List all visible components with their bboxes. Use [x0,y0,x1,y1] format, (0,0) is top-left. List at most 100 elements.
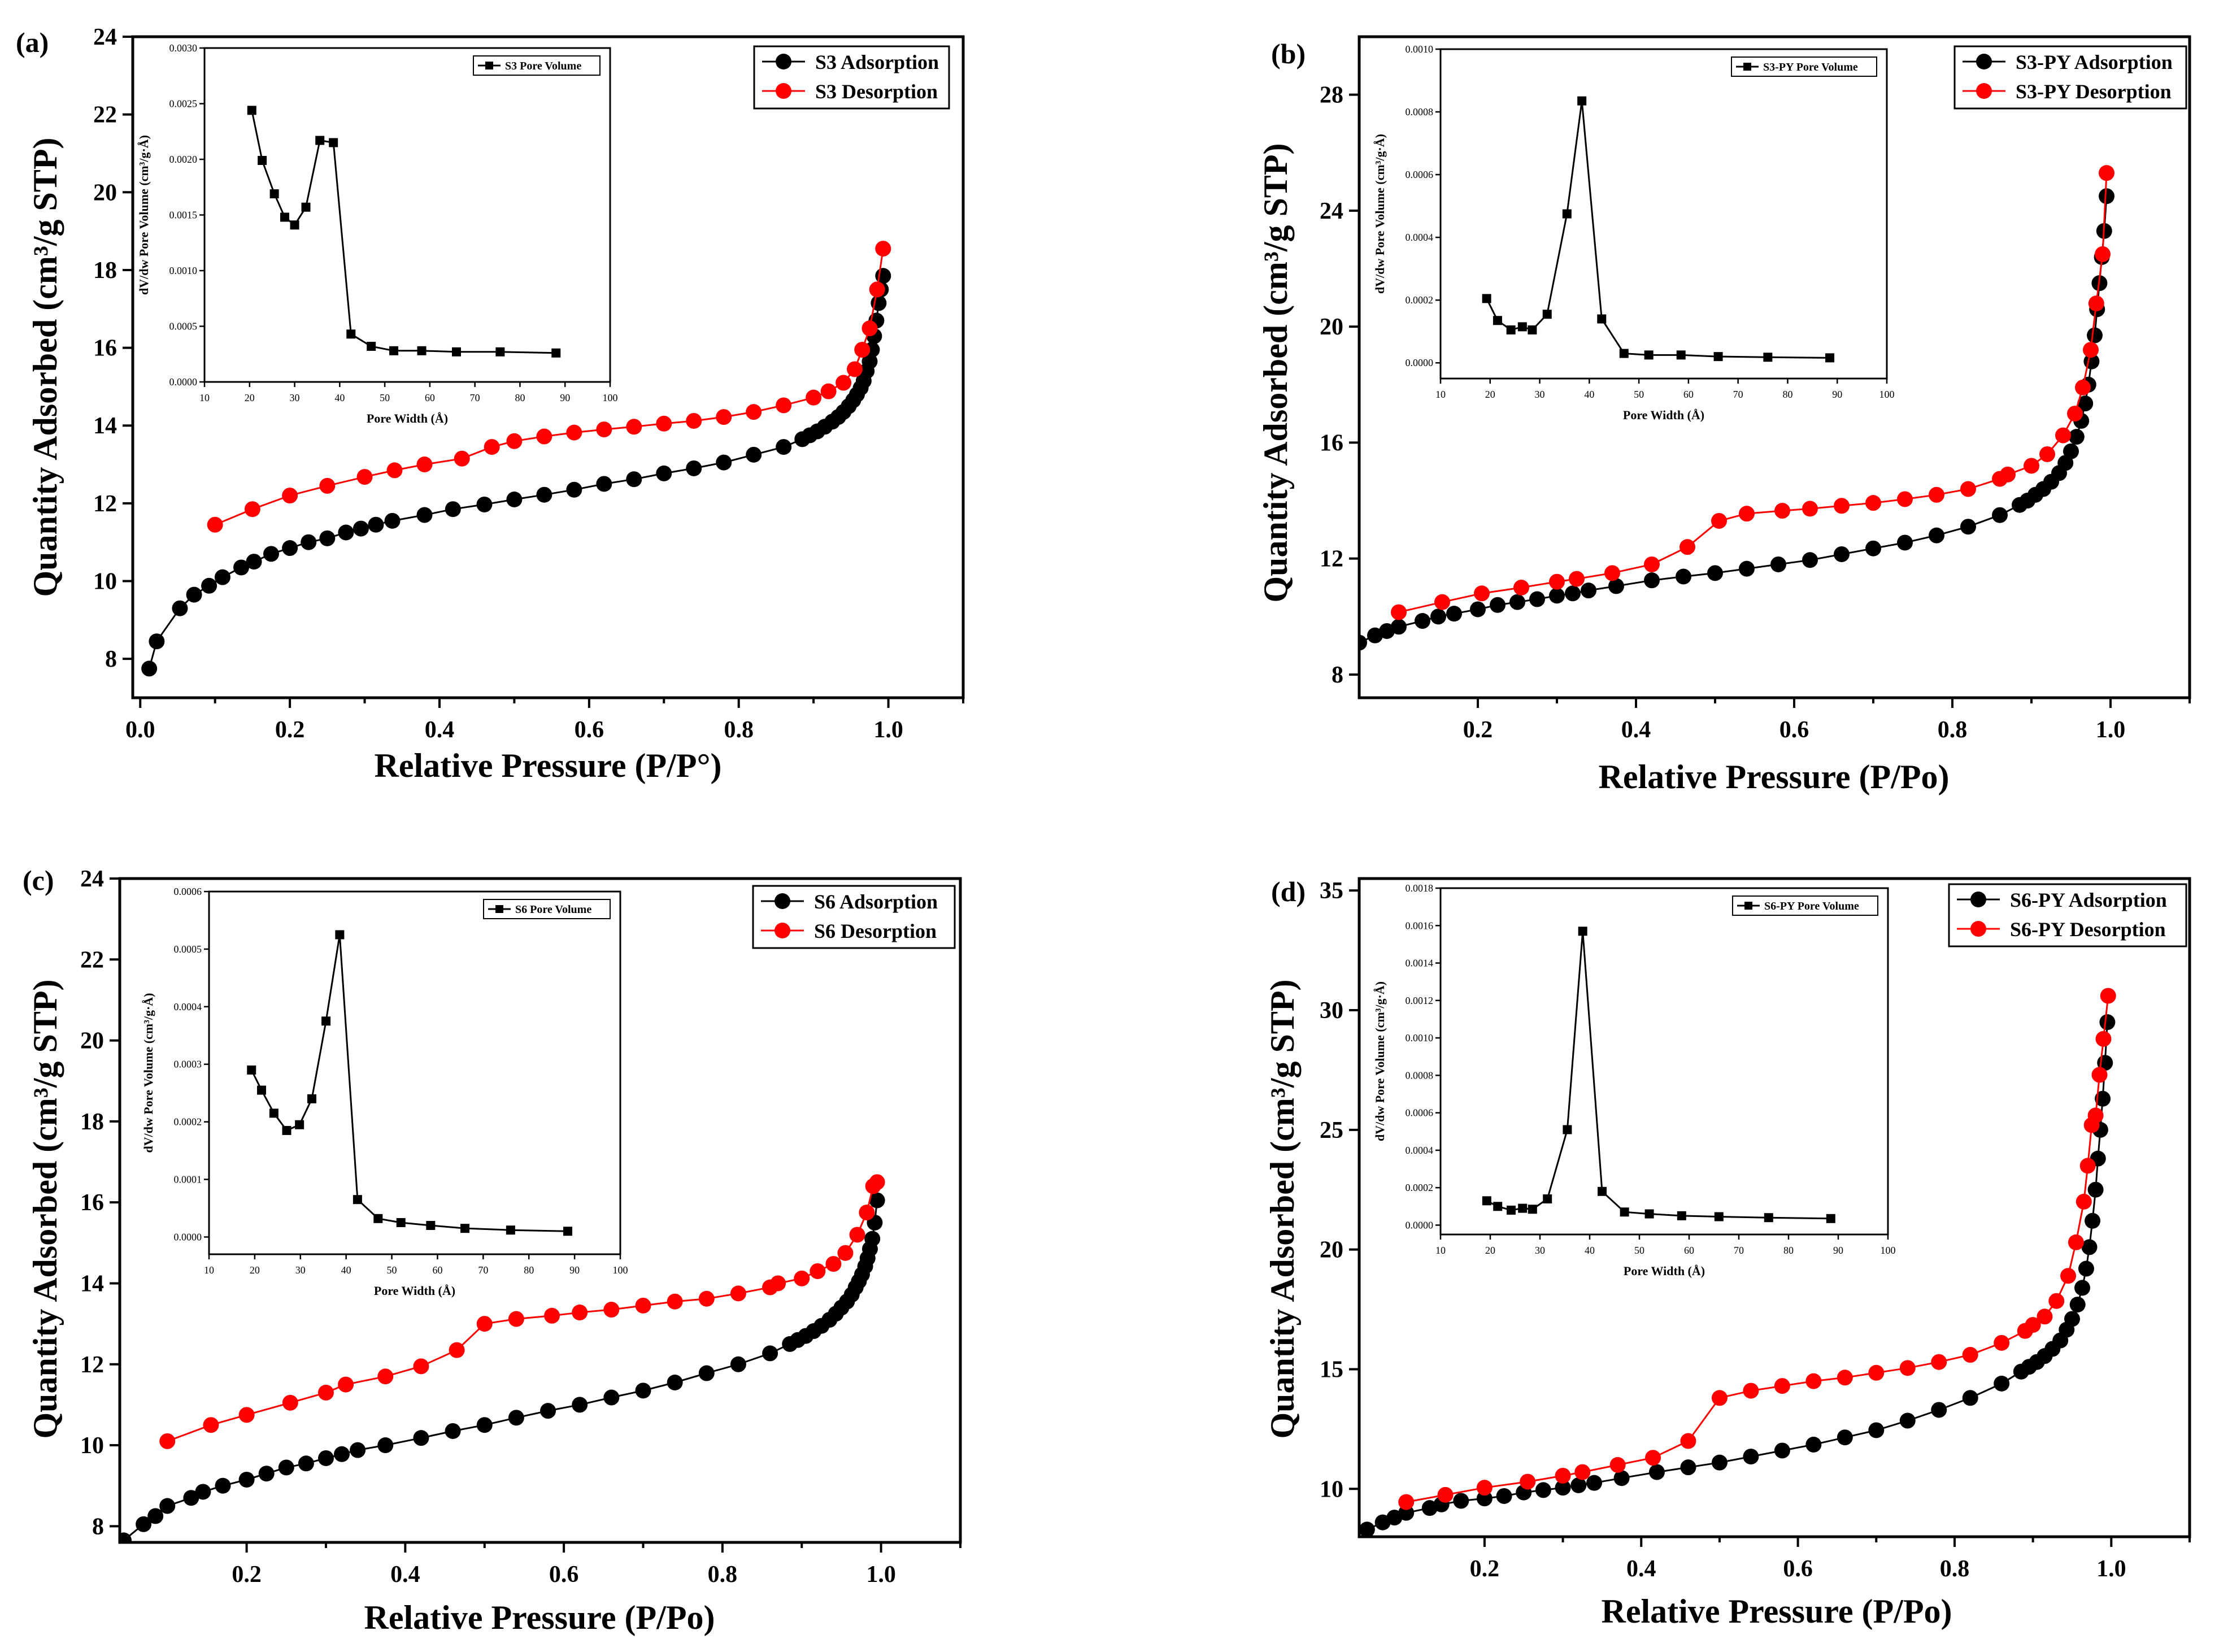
legend-marker [1976,54,1992,69]
adsorption-point [1613,1470,1630,1486]
desorption-point [572,1305,588,1321]
desorption-point [282,488,298,504]
adsorption-point [2074,1280,2091,1296]
desorption-point [319,477,336,494]
plot-frame [1357,35,2191,699]
x-tick-label: 0.2 [232,1562,262,1588]
series-group [1359,988,2116,1537]
desorption-point [1802,501,1818,517]
inset-x-tick-label: 50 [1634,1245,1644,1256]
x-tick-label: 1.0 [873,717,903,743]
adsorption-point [353,520,369,537]
inset-x-tick-label: 90 [1832,389,1842,400]
adsorption-point [1707,565,1723,581]
pore-volume-point [258,155,267,165]
desorption-point [716,409,732,425]
pore-volume-point [269,1108,279,1118]
legend-marker [776,83,791,99]
desorption-point [1931,1354,1947,1370]
adsorption-point [1739,560,1755,577]
inset-x-axis-title: Pore Width (Å) [1624,1264,1705,1278]
adsorption-point [350,1442,366,1458]
y-tick-label: 28 [1320,82,1343,108]
series-group [120,1174,885,1542]
adsorption-point [2064,1311,2080,1327]
desorption-point [356,469,373,485]
legend-label: S3-PY Desorption [2016,80,2172,103]
inset-frame [208,890,621,1255]
adsorption-point [596,476,612,492]
inset-y-axis-title: dV/dw Pore Volume (cm³/g·Å) [1373,981,1387,1141]
desorption-point [2037,1308,2053,1325]
desorption-point [635,1297,651,1314]
desorption-point [2048,1293,2065,1309]
adsorption-point [1367,627,1383,644]
inset-y-axis-title: dV/dw Pore Volume (cm³/g·Å) [137,135,151,295]
pore-volume-point [1542,310,1552,319]
desorption-point [544,1307,560,1324]
desorption-point [2068,1234,2084,1250]
adsorption-point [1586,1475,1603,1491]
y-tick-label: 10 [1320,1476,1343,1502]
desorption-point [1962,1347,1978,1363]
adsorption-point [476,496,493,512]
pore-volume-point [295,1120,304,1129]
y-tick-label: 16 [1320,430,1343,456]
inset-x-tick-label: 50 [387,1264,397,1276]
pore-volume-point [1543,1194,1552,1204]
y-tick-label: 10 [93,569,117,595]
x-tick-label: 0.8 [1938,717,1968,743]
desorption-point [2100,988,2116,1004]
desorption-point [2055,427,2071,444]
panel-label: (c) [23,864,54,896]
adsorption-point [384,512,401,529]
inset-x-tick-label: 90 [1833,1245,1843,1256]
desorption-point [806,389,822,406]
desorption-point [1391,604,1407,620]
inset-x-tick-label: 80 [515,392,525,403]
adsorption-point [572,1397,588,1413]
adsorption-point [1379,623,1395,639]
inset-y-tick-label: 0.0010 [1406,1032,1434,1044]
pore-volume-point [495,347,505,357]
inset-x-tick-label: 40 [341,1264,351,1276]
adsorption-point [506,492,523,507]
desorption-point [1994,1334,2010,1351]
y-tick-label: 35 [1320,878,1343,904]
pore-volume-point [307,1094,316,1103]
adsorption-point [1608,578,1624,594]
adsorption-point [2087,327,2103,344]
panel-b: (b) 0.2 0.4 0.6 0.8 1.0 8 12 16 20 24 28 Relative Pr… [1257,35,2191,795]
inset-y-tick-label: 0.0018 [1406,882,1434,894]
pore-volume-point [280,212,290,222]
pore-volume-point [353,1195,362,1205]
pore-volume-point [346,329,356,339]
legend-marker [1970,892,1986,907]
adsorption-point [2081,1239,2098,1255]
pore-volume-point [247,1065,256,1075]
desorption-point [377,1368,394,1385]
adsorption-point [186,586,202,603]
inset-x-tick-label: 60 [1683,389,1694,400]
y-tick-label: 22 [80,947,104,973]
x-tick-label: 1.0 [866,1562,896,1588]
adsorption-point [1359,1521,1375,1537]
desorption-point [846,361,863,377]
adsorption-point [508,1410,524,1426]
inset-y-tick-label: 0.0005 [169,321,198,332]
y-tick-label: 25 [1320,1118,1343,1144]
adsorption-point [172,600,188,616]
adsorption-point [201,577,217,594]
pore-volume-point [1644,1209,1654,1219]
legend-marker [775,893,790,909]
x-tick-label: 1.0 [2096,717,2126,743]
pore-volume-point [335,930,345,940]
adsorption-point [263,546,279,562]
y-tick-label: 18 [80,1109,104,1135]
y-tick-label: 30 [1320,998,1343,1024]
y-tick-label: 24 [93,24,117,50]
inset-y-tick-label: 0.0014 [1406,958,1434,969]
inset-y-tick-label: 0.0000 [169,376,198,388]
y-tick-label: 24 [1320,198,1343,224]
